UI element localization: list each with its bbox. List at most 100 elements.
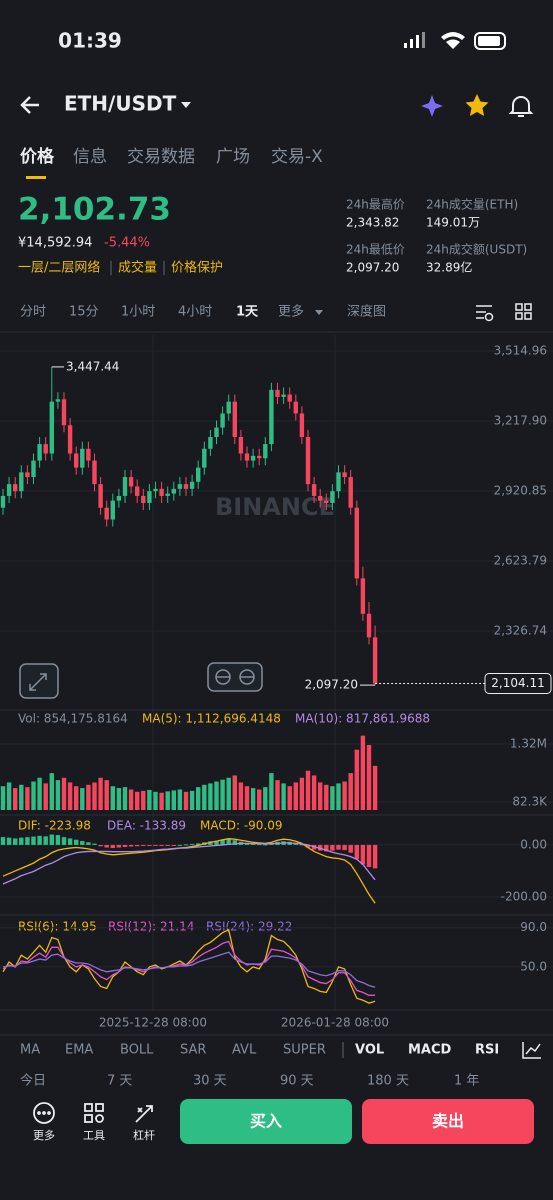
x-tick-label: 2026-01-28 08:00 [281,1016,389,1030]
ai-icon[interactable] [421,95,443,117]
volume-bar [342,781,347,810]
tab[interactable]: 价格 [20,146,55,167]
buy-label[interactable]: 买入 [250,1112,282,1131]
macd-bar [25,837,30,845]
tool-label[interactable]: 工具 [83,1129,105,1142]
macd-bar [189,843,195,845]
volume-bar [55,780,61,810]
tool-icons[interactable] [33,1102,153,1124]
price-cny: ¥14,592.94 [18,236,92,251]
volume-bar [354,749,359,810]
indicator-tab[interactable]: VOL [355,1043,384,1058]
candle-body [281,394,286,397]
macd-bar [104,844,109,848]
interval[interactable]: 1小时 [121,305,155,320]
macd-bar [6,837,12,845]
alert-icon[interactable] [508,96,534,117]
chart-tools[interactable] [19,662,263,699]
indicator-tab[interactable]: BOLL [120,1043,154,1058]
candle-body [220,413,225,428]
macd-bar [257,844,262,846]
candle-body [74,453,79,468]
back-button[interactable] [20,96,39,114]
candle-body [25,472,30,478]
candle-body [372,637,378,684]
period[interactable]: 7 天 [107,1074,132,1089]
tab[interactable]: 信息 [73,147,107,167]
indicator-tab[interactable]: SUPER [283,1043,326,1058]
candle-body [305,437,311,485]
tool-label[interactable]: 杠杆 [133,1128,155,1142]
y-tick-label: 3,514.96 [494,344,547,358]
favorite-icon[interactable] [465,94,489,116]
period[interactable]: 90 天 [280,1074,314,1089]
macd-bar [116,844,122,848]
candle-body [336,472,341,492]
indicator-tab[interactable]: MACD [408,1043,452,1058]
macd-bar [37,835,42,845]
period[interactable]: 1 年 [454,1074,479,1089]
indicator-tab[interactable]: EMA [65,1043,93,1058]
volume-bar [232,775,237,810]
interval[interactable]: 分时 [20,305,46,320]
candle-body [49,401,54,454]
more-dropdown[interactable] [315,310,323,315]
pair-dropdown[interactable] [181,102,191,108]
interval[interactable]: 15分 [69,305,99,320]
macd-bar [171,844,176,846]
y-tick-label: 90.0 [520,920,547,934]
tag[interactable]: 成交量 [118,260,157,276]
y-tick-label: 3,217.90 [494,414,547,428]
tool-label[interactable]: 更多 [33,1128,55,1142]
interval[interactable]: 4小时 [178,305,212,320]
volume-bar [159,792,164,810]
interval[interactable]: 深度图 [347,304,386,320]
volume-bar [263,787,268,810]
tag[interactable]: 价格保护 [171,260,223,276]
tag[interactable]: 一层/二层网络 [18,260,100,276]
candle-body [324,500,329,503]
watermark: BINANCE [215,493,335,521]
tab[interactable]: 交易-X [271,147,323,167]
candle-body [354,507,359,579]
volume-bar [360,735,366,810]
indicator-tab[interactable]: RSI [475,1043,499,1058]
tab[interactable]: 广场 [216,147,250,167]
candle-body [37,444,42,461]
chart-type-icon[interactable] [522,1042,541,1059]
indicator-tab[interactable]: SAR [180,1043,206,1058]
candle-body [153,488,158,492]
period[interactable]: 30 天 [193,1074,227,1089]
interval[interactable]: 1天 [236,305,259,320]
indicator-tab[interactable]: AVL [232,1043,257,1058]
candle-body [165,493,170,496]
volume-bar [171,790,176,810]
volume-bar [25,787,30,810]
buy-button[interactable] [180,1099,352,1144]
volume-bar [92,782,97,810]
period[interactable]: 180 天 [367,1074,409,1089]
macd-bar [98,844,103,847]
indicator-legend: DEA: -133.89 [107,819,186,833]
chart-settings-icons[interactable] [476,303,532,322]
pair-title[interactable]: ETH/USDT [64,92,177,116]
volume-bar [293,782,298,810]
volume-bar [372,765,378,810]
stat-value: 32.89亿 [426,260,472,275]
macd-bar [165,844,170,846]
macd-bar [196,843,201,845]
tab[interactable]: 交易数据 [127,147,195,167]
indicator-tab[interactable]: MA [20,1043,40,1058]
candle-body [128,477,134,487]
period[interactable]: 今日 [20,1073,46,1089]
macd-bar [159,844,164,846]
sell-button[interactable] [362,1099,534,1144]
stat-value: 149.01万 [426,216,480,230]
candle-body [104,507,109,520]
interval[interactable]: 更多 [278,304,304,320]
volume-bar [98,777,103,810]
volume-bar [31,781,36,810]
sell-label[interactable]: 卖出 [432,1112,464,1131]
macd-bar [147,844,152,846]
macd-bar [55,835,61,845]
